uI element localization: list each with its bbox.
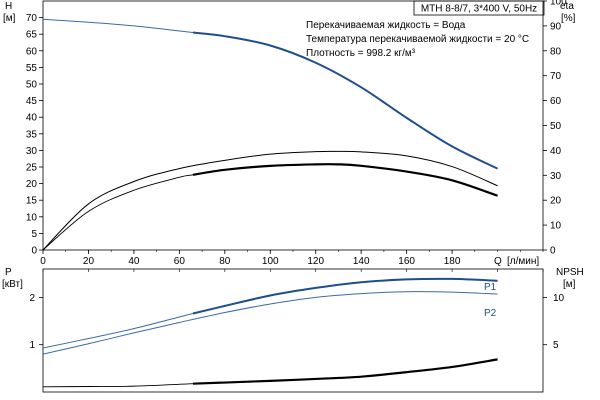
q-tick-label: 140: [353, 256, 370, 267]
npsh-axis-unit: [м]: [563, 279, 576, 290]
eta-curve-upper: [42, 150, 498, 251]
h-tick-label: 60: [26, 46, 38, 57]
q-tick-label: 180: [444, 256, 461, 267]
p1-curve: [42, 278, 498, 349]
npsh-tick-label: 10: [553, 293, 565, 304]
npsh-curve-duty: [192, 358, 498, 385]
h-tick-label: 15: [26, 196, 38, 207]
h-tick-label: 65: [26, 30, 38, 41]
h-tick-label: 70: [26, 13, 38, 24]
q-tick-label: 100: [262, 256, 279, 267]
p1-series-label: P1: [484, 282, 497, 293]
eta-tick-label: 70: [550, 71, 562, 82]
h-tick-label: 55: [26, 63, 38, 74]
fluid-label: Перекачиваемая жидкость = Вода: [306, 20, 466, 31]
h-tick-label: 25: [26, 163, 38, 174]
npsh-axis-title: NPSH: [556, 267, 584, 278]
q-axis-unit: [л/мин]: [507, 256, 539, 267]
info-header: MTH 8-8/7, 3*400 V, 50Hz Перекачиваемая …: [306, 0, 545, 59]
h-axis-unit: [м]: [3, 13, 16, 24]
p-tick-label: 1: [29, 340, 35, 351]
q-tick-label: 160: [398, 256, 415, 267]
eta-tick-label: 50: [550, 121, 562, 132]
eta-curve-duty: [192, 163, 498, 197]
eta-curve-lower: [42, 163, 498, 251]
model-label: MTH 8-8/7, 3*400 V, 50Hz: [421, 4, 537, 15]
p-axis-title: P: [5, 267, 12, 278]
temperature-label: Температура перекачиваемой жидкости = 20…: [306, 34, 529, 45]
eta-axis-title: eta: [560, 1, 574, 12]
q-tick-label: 60: [174, 256, 186, 267]
h-tick-label: 45: [26, 96, 38, 107]
h-axis-title: H: [5, 1, 12, 12]
h-tick-label: 40: [26, 113, 38, 124]
p-axis-unit: [кВт]: [2, 279, 23, 290]
q-tick-label: 20: [83, 256, 95, 267]
density-label: Плотность = 998.2 кг/м³: [306, 48, 416, 59]
h-tick-label: 10: [26, 212, 38, 223]
eta-tick-label: 0: [550, 246, 556, 257]
p2-series-label: P2: [484, 308, 497, 319]
h-tick-label: 0: [31, 246, 37, 257]
q-tick-label: 80: [219, 256, 231, 267]
p1-curve-duty: [192, 277, 498, 315]
eta-tick-label: 100: [550, 0, 567, 8]
q-tick-label: 120: [307, 256, 324, 267]
q-tick-label: 40: [128, 256, 140, 267]
lower-plot-frame: [42, 268, 544, 393]
eta-tick-label: 60: [550, 96, 562, 107]
npsh-curve: [42, 358, 498, 388]
p-tick-label: 2: [29, 293, 35, 304]
power-npsh-plot: 1 2 5 10: [29, 268, 565, 393]
eta-tick-label: 30: [550, 171, 562, 182]
eta-tick-label: 10: [550, 221, 562, 232]
h-tick-label: 5: [31, 229, 37, 240]
eta-tick-label: 40: [550, 146, 562, 157]
eta-axis-unit: [%]: [561, 13, 576, 24]
q-axis-end-label: Q: [494, 256, 502, 267]
q-tick-label: 0: [40, 256, 46, 267]
h-tick-label: 30: [26, 146, 38, 157]
qh-eta-plot: 0 5 10 15 20 25 30 35 40 45 50 55 60 65 70 0 10 20 30 40 50 6…: [26, 0, 567, 267]
h-tick-label: 35: [26, 129, 38, 140]
eta-tick-label: 80: [550, 46, 562, 57]
h-tick-label: 50: [26, 80, 38, 91]
npsh-tick-label: 5: [553, 340, 559, 351]
p2-curve: [42, 291, 498, 355]
h-tick-label: 20: [26, 179, 38, 190]
eta-tick-label: 90: [550, 21, 562, 32]
qh-curve-duty: [192, 31, 498, 170]
eta-tick-label: 20: [550, 196, 562, 207]
